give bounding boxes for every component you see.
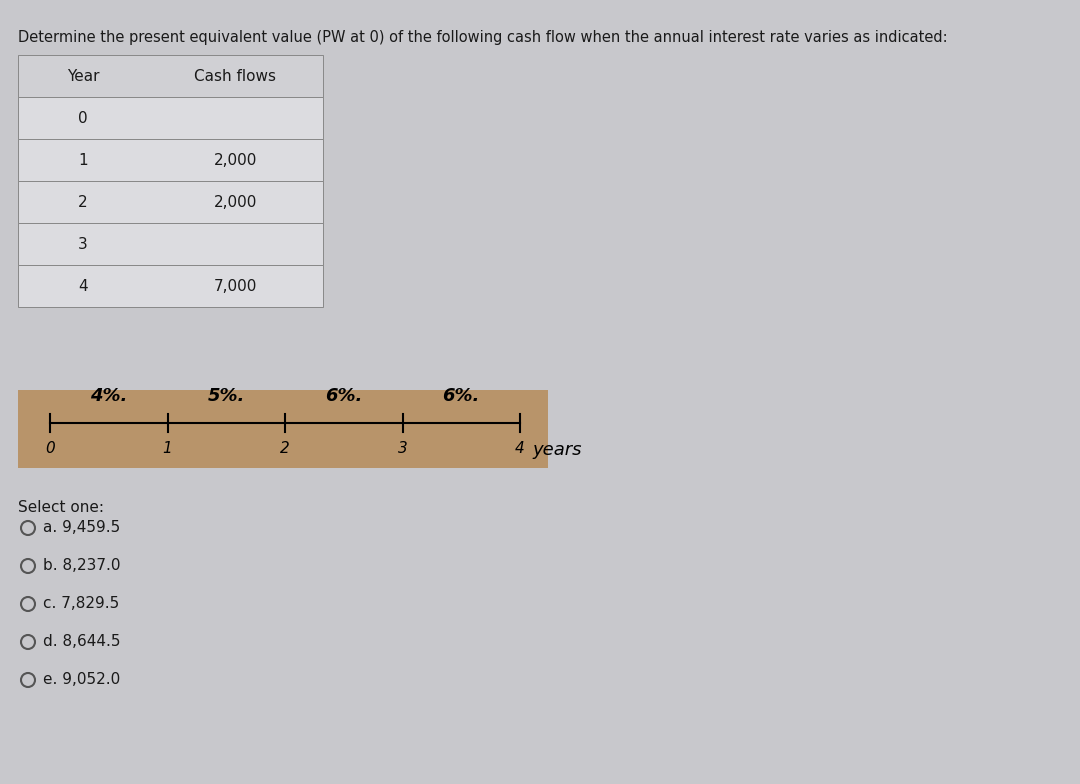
Text: b. 8,237.0: b. 8,237.0 bbox=[43, 558, 121, 574]
Text: 5%.: 5%. bbox=[207, 387, 245, 405]
Text: 4: 4 bbox=[78, 278, 87, 293]
Text: 1: 1 bbox=[78, 153, 87, 168]
Text: 4%.: 4%. bbox=[90, 387, 127, 405]
Text: Select one:: Select one: bbox=[18, 500, 104, 515]
Text: 3: 3 bbox=[397, 441, 407, 456]
Text: 6%.: 6%. bbox=[325, 387, 363, 405]
Text: years: years bbox=[532, 441, 581, 459]
Text: d. 8,644.5: d. 8,644.5 bbox=[43, 634, 121, 649]
Text: a. 9,459.5: a. 9,459.5 bbox=[43, 521, 120, 535]
Text: 1: 1 bbox=[163, 441, 173, 456]
Text: 0: 0 bbox=[45, 441, 55, 456]
Text: Cash flows: Cash flows bbox=[194, 68, 276, 84]
Text: 4: 4 bbox=[515, 441, 525, 456]
Bar bbox=[18, 181, 323, 223]
Bar bbox=[18, 97, 323, 139]
Text: 2,000: 2,000 bbox=[214, 153, 257, 168]
Text: 6%.: 6%. bbox=[443, 387, 480, 405]
Text: Year: Year bbox=[67, 68, 99, 84]
Text: 7,000: 7,000 bbox=[214, 278, 257, 293]
Bar bbox=[18, 223, 323, 265]
Text: 3: 3 bbox=[78, 237, 87, 252]
Text: e. 9,052.0: e. 9,052.0 bbox=[43, 673, 120, 688]
Text: c. 7,829.5: c. 7,829.5 bbox=[43, 597, 119, 612]
Bar bbox=[18, 390, 548, 468]
Bar bbox=[18, 139, 323, 181]
Text: 2: 2 bbox=[280, 441, 289, 456]
Bar bbox=[18, 55, 323, 97]
Text: 2,000: 2,000 bbox=[214, 194, 257, 209]
Bar bbox=[18, 265, 323, 307]
Text: 0: 0 bbox=[78, 111, 87, 125]
Text: 2: 2 bbox=[78, 194, 87, 209]
Text: Determine the present equivalent value (PW at 0) of the following cash flow when: Determine the present equivalent value (… bbox=[18, 30, 947, 45]
